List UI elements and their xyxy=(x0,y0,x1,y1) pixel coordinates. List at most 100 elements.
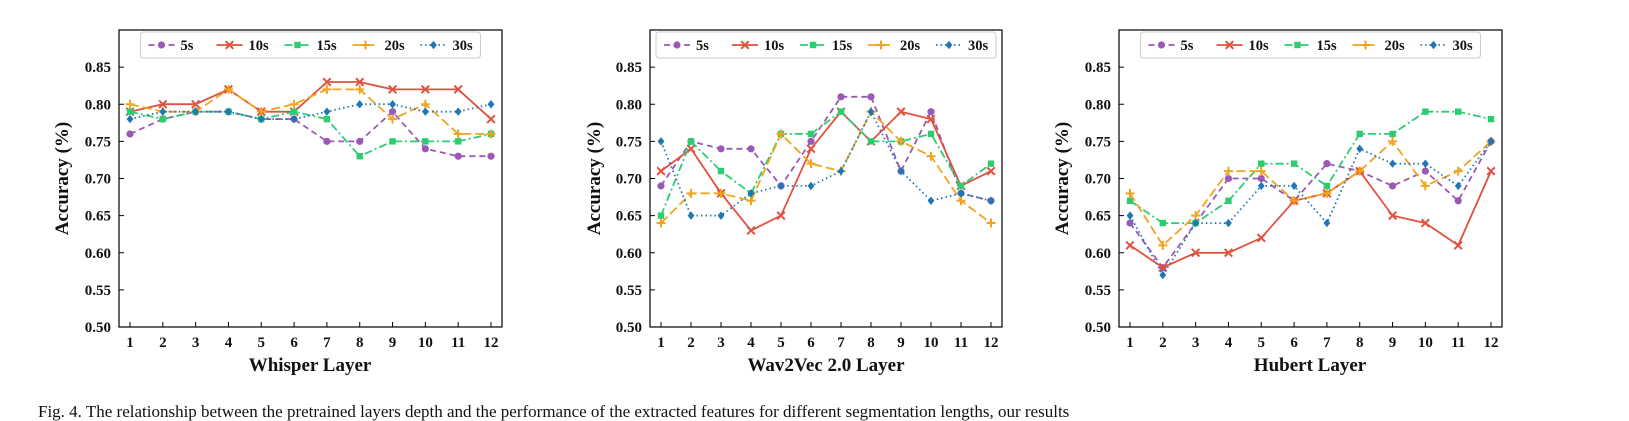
data-point-20s xyxy=(956,196,966,206)
data-point-10s xyxy=(1486,166,1496,176)
data-point-30s xyxy=(454,107,462,116)
data-point-10s xyxy=(1388,211,1398,221)
data-point-15s xyxy=(1258,160,1265,167)
data-point-30s xyxy=(421,107,429,116)
y-tick-label: 0.65 xyxy=(616,209,642,225)
legend-label-20s: 20s xyxy=(1385,38,1406,54)
data-point-30s xyxy=(897,166,905,176)
data-point-10s xyxy=(486,114,496,124)
x-axis-label: Whisper Layer xyxy=(249,355,372,376)
legend-box xyxy=(655,31,997,59)
data-point-30s xyxy=(747,189,755,198)
x-tick-label: 6 xyxy=(807,335,815,351)
y-tick-label: 0.60 xyxy=(616,246,642,262)
legend-label-30s: 30s xyxy=(453,38,474,54)
data-point-10s xyxy=(776,211,786,221)
data-point-5s xyxy=(747,145,755,153)
y-tick-label: 0.80 xyxy=(1085,97,1111,113)
data-point-15s xyxy=(290,108,298,115)
data-point-5s xyxy=(487,152,495,160)
x-tick-label: 2 xyxy=(1159,335,1167,351)
data-point-30s xyxy=(1421,159,1429,168)
data-point-10s xyxy=(746,225,756,235)
y-tick-label: 0.85 xyxy=(85,60,111,76)
x-tick-label: 10 xyxy=(1418,335,1433,351)
data-point-30s xyxy=(1356,144,1364,153)
legend-label-10s: 10s xyxy=(249,38,270,54)
data-point-10s xyxy=(896,107,906,117)
data-point-15s xyxy=(867,138,875,145)
data-point-30s xyxy=(987,196,995,205)
data-point-15s xyxy=(1159,219,1167,227)
x-axis-label: Wav2Vec 2.0 Layer xyxy=(747,355,905,376)
data-point-5s xyxy=(126,130,134,138)
series-30s xyxy=(657,107,995,220)
data-point-20s xyxy=(896,136,906,146)
legend: 5s 10s 15s 20s 30s xyxy=(140,31,481,59)
y-tick-label: 0.55 xyxy=(85,283,111,299)
data-point-30s xyxy=(1454,181,1462,191)
data-point-15s xyxy=(717,167,725,175)
series-line-20s xyxy=(1129,140,1492,247)
data-point-15s xyxy=(454,138,462,145)
data-point-5s xyxy=(356,137,364,145)
x-tick-label: 3 xyxy=(1192,335,1200,351)
data-point-30s xyxy=(257,114,265,124)
legend-label-20s: 20s xyxy=(900,38,921,54)
figure-caption: Fig. 4. The relationship between the pre… xyxy=(38,402,1069,421)
data-point-20s xyxy=(453,129,463,139)
data-point-20s xyxy=(1388,136,1398,146)
data-point-30s xyxy=(1192,218,1200,228)
data-point-10s xyxy=(1420,218,1430,228)
legend: 5s 10s 15s 20s 30s xyxy=(1140,31,1481,59)
x-tick-label: 2 xyxy=(687,335,695,351)
legend-box xyxy=(1140,31,1481,59)
data-point-10s xyxy=(1191,248,1201,258)
y-tick-label: 0.80 xyxy=(616,97,642,113)
x-tick-label: 10 xyxy=(924,335,939,351)
series-line-30s xyxy=(1129,140,1492,277)
x-tick-label: 7 xyxy=(1323,335,1331,351)
y-tick-label: 0.50 xyxy=(1085,320,1111,336)
x-tick-label: 9 xyxy=(1389,335,1397,351)
y-tick-label: 0.55 xyxy=(616,283,642,299)
y-tick-label: 0.65 xyxy=(85,209,111,225)
data-point-20s xyxy=(656,218,666,228)
series-line-15s xyxy=(129,110,492,158)
y-axis-label: Accuracy (%) xyxy=(584,122,605,235)
x-tick-label: 11 xyxy=(954,335,968,351)
data-point-5s xyxy=(927,108,935,116)
data-point-10s xyxy=(158,99,168,109)
data-point-30s xyxy=(487,100,495,109)
x-tick-label: 10 xyxy=(418,335,433,351)
x-tick-label: 8 xyxy=(1356,335,1364,351)
data-point-5s xyxy=(388,108,397,116)
x-tick-label: 7 xyxy=(323,335,331,351)
data-point-5s xyxy=(717,145,725,153)
x-tick-label: 2 xyxy=(159,335,167,351)
y-tick-label: 0.50 xyxy=(616,320,642,336)
data-point-20s xyxy=(486,129,496,139)
data-point-15s xyxy=(987,160,995,167)
data-point-5s xyxy=(1454,197,1462,205)
data-point-20s xyxy=(1223,166,1233,176)
data-point-15s xyxy=(1389,130,1396,138)
data-point-20s xyxy=(289,99,299,109)
data-point-30s xyxy=(192,107,200,116)
x-tick-label: 1 xyxy=(126,335,134,351)
data-point-20s xyxy=(322,84,332,94)
data-point-5s xyxy=(1388,182,1397,190)
series-line-15s xyxy=(1129,110,1492,225)
data-point-30s xyxy=(1487,137,1495,146)
legend-marker-5s xyxy=(673,41,681,49)
y-tick-label: 0.50 xyxy=(85,320,111,336)
data-point-15s xyxy=(837,108,845,115)
chart-panel-1: 0.500.550.600.650.700.750.800.851 2 3 4 5 6 7 8… xyxy=(52,29,503,376)
x-tick-label: 12 xyxy=(1484,335,1499,351)
data-point-30s xyxy=(717,211,725,220)
y-tick-label: 0.65 xyxy=(1085,209,1111,225)
data-point-20s xyxy=(125,99,135,109)
data-point-20s xyxy=(746,196,756,206)
legend-marker-10s xyxy=(224,40,235,50)
legend-marker-5s xyxy=(157,41,166,49)
